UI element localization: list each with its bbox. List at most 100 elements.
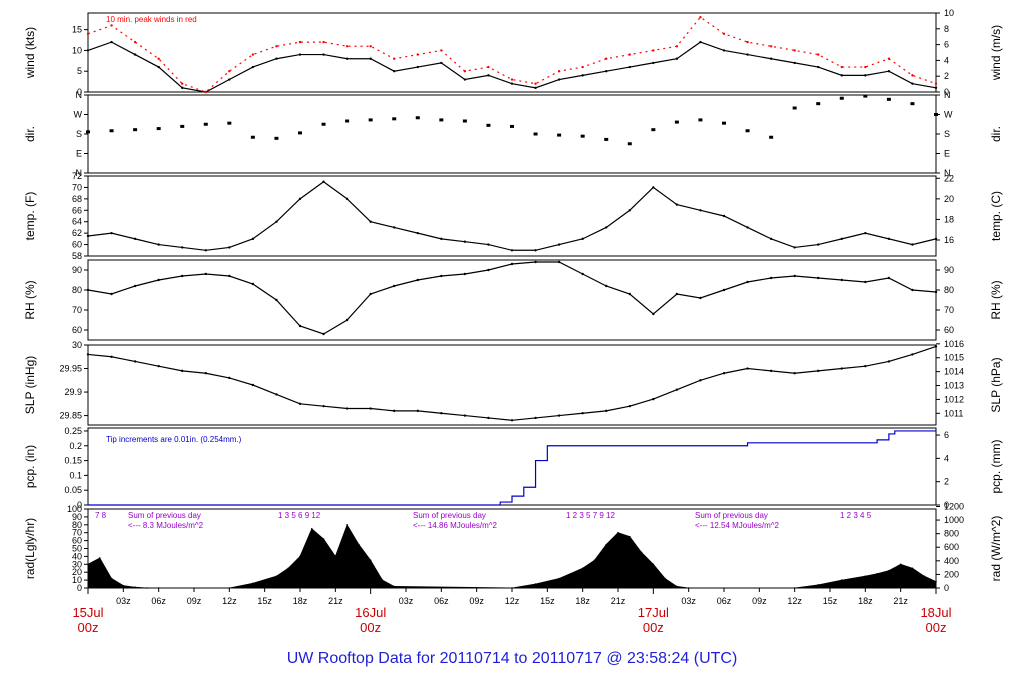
temp-series-0-point xyxy=(369,220,372,223)
wind-right-ytick-label: 10 xyxy=(944,8,954,18)
slp-series-0-point xyxy=(769,369,773,373)
slp-right-ytick-label: 1016 xyxy=(944,339,964,349)
rad-ytick-label: 70 xyxy=(72,528,82,538)
rad-area-point xyxy=(287,567,290,570)
rad-area-point xyxy=(652,563,655,566)
rad-ytick-label: 90 xyxy=(72,512,82,522)
wind-series-1-point xyxy=(393,57,396,60)
rh-series-0-point xyxy=(581,272,584,276)
rad-area-point xyxy=(110,577,113,580)
wind-series-0-point xyxy=(746,53,749,56)
rad-area-point xyxy=(146,587,148,589)
pcp-ytick-label: 0.2 xyxy=(69,441,82,451)
rad-area-point xyxy=(87,563,89,566)
temp-right-ytick-label: 16 xyxy=(944,235,954,245)
wind-series-1-point xyxy=(510,78,514,81)
pcp-ylabel: pcp. (in) xyxy=(23,445,37,488)
wind-series-0-point xyxy=(345,57,349,60)
x-tick-label: 06z xyxy=(717,596,732,606)
x-tick-label: 12z xyxy=(505,596,520,606)
rad-area-point xyxy=(640,551,643,554)
dir-point xyxy=(722,121,726,125)
temp-series-0-point xyxy=(793,246,796,249)
wind-series-1-point xyxy=(157,57,160,60)
rad-daily-note-sum: <--- 8.3 MJoules/m^2 xyxy=(128,521,204,530)
pcp-right-ytick-label: 2 xyxy=(944,477,949,487)
dir-point xyxy=(250,135,255,139)
x-tick-label: 18z xyxy=(858,596,873,606)
rad-area-point xyxy=(817,584,820,586)
dir-point xyxy=(203,122,208,126)
slp-series-0-point xyxy=(510,419,514,422)
slp-series-0-point xyxy=(86,353,90,356)
wind-series-0-point xyxy=(393,70,396,73)
dir-point xyxy=(486,123,491,127)
rad-area-point xyxy=(664,577,666,580)
dir-point xyxy=(627,142,632,146)
slp-series-0-point xyxy=(298,402,302,406)
temp-ytick-label: 72 xyxy=(72,171,82,181)
dir-ytick-label: S xyxy=(76,129,82,139)
dir-point xyxy=(580,134,585,138)
wind-series-1-point xyxy=(133,40,137,44)
temp-series-0-point xyxy=(298,197,302,201)
rad-area-point xyxy=(310,527,313,530)
temp-series-0-point xyxy=(911,243,914,246)
chart-footer-title: UW Rooftop Data for 20110714 to 20110717… xyxy=(286,650,738,667)
temp-series-0-point xyxy=(675,203,679,206)
rad-ylabel-right: rad (W/m^2) xyxy=(989,516,1003,582)
x-day-label: 17Jul xyxy=(638,605,669,620)
temp-series-0-point xyxy=(181,246,184,249)
dir-point xyxy=(792,106,797,110)
rad-right-ytick-label: 600 xyxy=(944,542,959,552)
wind-series-0-point xyxy=(322,53,325,56)
wind-series-1-point xyxy=(557,70,561,73)
dir-point xyxy=(274,136,279,140)
temp-series-0-point xyxy=(605,226,608,229)
wind-series-0-point xyxy=(581,74,584,77)
x-day-hour-label: 00z xyxy=(926,620,947,635)
rad-hour-annotation: 1 3 5 6 9 12 xyxy=(278,511,321,520)
rad-area-point xyxy=(876,572,878,575)
slp-series-0-point xyxy=(911,353,914,356)
rad-area-point xyxy=(617,531,619,534)
dir-right-ytick-label: W xyxy=(944,110,953,120)
wind-series-1-point xyxy=(911,74,914,77)
dir-right-ytick-label: N xyxy=(944,168,951,178)
temp-ytick-label: 60 xyxy=(72,240,82,250)
wind-series-1-line xyxy=(87,16,937,93)
rad-area-point xyxy=(381,579,384,581)
temp-series-0-point xyxy=(487,243,490,246)
rad-ytick-label: 10 xyxy=(72,575,82,585)
rh-ylabel-right: RH (%) xyxy=(989,280,1003,319)
rh-series-0-point xyxy=(534,260,537,264)
rad-area-point xyxy=(864,575,867,577)
dir-right-ytick-label: S xyxy=(944,129,950,139)
wind-series-0-point xyxy=(228,78,231,81)
rad-area-point xyxy=(888,569,890,572)
slp-series-0-point xyxy=(345,407,349,410)
x-tick-label: 12z xyxy=(222,596,237,606)
pcp-ytick-label: 0.15 xyxy=(64,456,82,466)
wind-series-1-point xyxy=(699,15,702,19)
rad-area-point xyxy=(628,535,631,538)
wind-series-1-point xyxy=(463,70,467,73)
wind-series-0-point xyxy=(110,40,113,44)
rh-series-0-point xyxy=(840,278,843,282)
slp-ylabel: SLP (inHg) xyxy=(23,356,37,414)
rad-daily-note-title: Sum of previous day xyxy=(128,511,201,520)
wind-series-0-point xyxy=(769,57,773,60)
dir-point xyxy=(839,96,844,100)
temp-series-0-point xyxy=(251,237,255,241)
rh-right-ytick-label: 80 xyxy=(944,285,954,295)
slp-right-ytick-label: 1014 xyxy=(944,367,964,377)
wind-series-1-point xyxy=(369,45,372,48)
temp-series-0-point xyxy=(440,237,443,241)
temp-series-0-point xyxy=(840,237,843,241)
temp-ylabel: temp. (F) xyxy=(23,192,37,241)
wind-series-1-point xyxy=(934,82,938,85)
temp-ytick-label: 58 xyxy=(72,251,82,261)
rad-ytick-label: 60 xyxy=(72,536,82,546)
dir-point xyxy=(745,129,750,133)
rh-series-0-point xyxy=(228,274,231,278)
